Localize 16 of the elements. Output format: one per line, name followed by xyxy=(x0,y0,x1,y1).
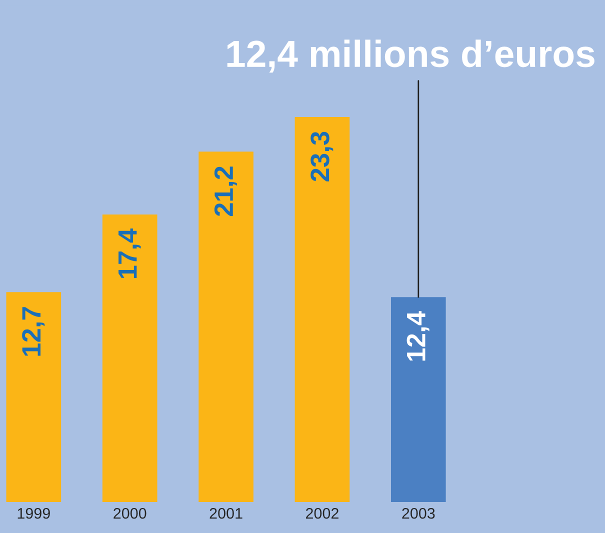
bar xyxy=(390,297,446,502)
bar xyxy=(102,214,158,502)
bar xyxy=(294,116,350,502)
data-label: 12,7 xyxy=(22,307,45,356)
annotation: 12,4 millions d’euros xyxy=(227,40,594,73)
x-tick-label: 2000 xyxy=(114,508,146,519)
data-label: 23,3 xyxy=(310,132,334,182)
data-label: 21,2 xyxy=(214,166,237,216)
x-tick-label: 2003 xyxy=(402,508,435,519)
bar xyxy=(198,152,254,502)
x-tick-label: 2002 xyxy=(306,508,338,519)
x-tick-label: 1999 xyxy=(18,508,50,519)
bar xyxy=(6,292,62,502)
data-label: 12,4 xyxy=(406,311,430,361)
x-tick-label: 2001 xyxy=(210,508,242,519)
data-label: 17,4 xyxy=(118,228,141,278)
